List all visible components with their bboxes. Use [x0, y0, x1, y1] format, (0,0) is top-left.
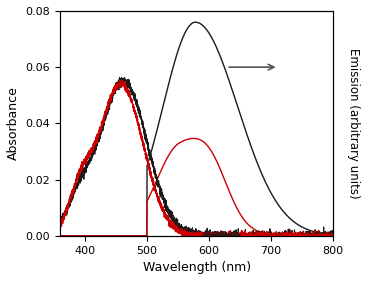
Y-axis label: Absorbance: Absorbance — [7, 87, 20, 160]
Y-axis label: Emission (arbitrary units): Emission (arbitrary units) — [347, 48, 360, 199]
X-axis label: Wavelength (nm): Wavelength (nm) — [142, 261, 251, 274]
